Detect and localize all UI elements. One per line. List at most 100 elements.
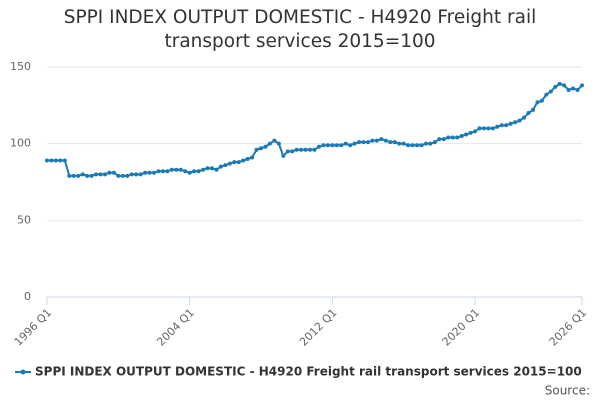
point xyxy=(98,172,103,177)
point xyxy=(138,172,143,177)
point xyxy=(325,143,330,148)
point xyxy=(272,138,277,143)
point xyxy=(232,160,237,165)
x-tick-label: 2004 Q1 xyxy=(154,306,197,349)
point xyxy=(330,143,335,148)
point xyxy=(446,135,451,140)
point xyxy=(504,123,509,128)
point xyxy=(406,143,411,148)
point xyxy=(388,140,393,145)
point xyxy=(169,167,174,172)
point xyxy=(530,107,535,112)
point xyxy=(263,144,268,149)
point xyxy=(80,172,85,177)
point xyxy=(85,173,90,178)
point xyxy=(67,173,72,178)
point xyxy=(53,158,58,163)
point xyxy=(312,147,317,152)
point xyxy=(352,141,357,146)
point xyxy=(383,138,388,143)
y-tick-label: 150 xyxy=(10,60,31,73)
point xyxy=(544,92,549,97)
point xyxy=(455,135,460,140)
point xyxy=(450,135,455,140)
source: Source: xyxy=(545,384,590,398)
point xyxy=(495,124,500,129)
point xyxy=(370,138,375,143)
point xyxy=(209,166,214,171)
point xyxy=(111,170,116,175)
point xyxy=(71,173,76,178)
point xyxy=(187,170,192,175)
point xyxy=(441,137,446,142)
point xyxy=(236,160,241,165)
point xyxy=(357,140,362,145)
point xyxy=(517,118,522,123)
point xyxy=(45,158,49,163)
point xyxy=(557,81,562,86)
point xyxy=(548,89,553,94)
point xyxy=(366,140,370,145)
point xyxy=(245,157,250,161)
point xyxy=(267,141,272,146)
point xyxy=(397,141,402,146)
point xyxy=(535,100,540,105)
point xyxy=(125,173,130,178)
point xyxy=(223,163,228,168)
point xyxy=(486,126,491,131)
point xyxy=(490,126,495,131)
point xyxy=(468,130,473,135)
point xyxy=(339,143,344,148)
point xyxy=(308,147,313,152)
point xyxy=(481,126,486,131)
point xyxy=(152,170,156,175)
point xyxy=(192,169,197,174)
point xyxy=(294,147,299,152)
point xyxy=(227,161,232,166)
x-tick-label: 2020 Q1 xyxy=(440,306,483,349)
point xyxy=(459,134,464,138)
point xyxy=(281,153,286,158)
point xyxy=(432,140,437,145)
point xyxy=(134,172,139,177)
point xyxy=(290,149,295,154)
point xyxy=(165,169,170,174)
point xyxy=(415,143,420,148)
point xyxy=(343,141,348,146)
point xyxy=(580,83,584,88)
point xyxy=(116,173,121,178)
point xyxy=(183,169,188,174)
point xyxy=(76,173,81,178)
point xyxy=(259,146,263,151)
point xyxy=(285,149,290,154)
point xyxy=(419,143,424,148)
point xyxy=(437,137,442,142)
point xyxy=(477,126,482,131)
point xyxy=(299,147,304,152)
point xyxy=(241,158,246,163)
point xyxy=(553,84,558,89)
point xyxy=(428,141,433,146)
x-tick-label: 2012 Q1 xyxy=(297,306,340,349)
point xyxy=(205,166,210,171)
point xyxy=(58,158,63,163)
point xyxy=(321,143,326,148)
point xyxy=(218,164,223,169)
point xyxy=(89,173,94,178)
point xyxy=(178,167,183,172)
y-tick-label: 100 xyxy=(10,137,31,150)
point xyxy=(120,173,125,178)
chart-title: SPPI INDEX OUTPUT DOMESTIC - H4920 Freig… xyxy=(63,7,537,52)
point xyxy=(566,88,571,92)
point xyxy=(303,147,308,152)
point xyxy=(571,86,576,91)
point xyxy=(513,120,518,125)
point xyxy=(522,115,527,120)
point xyxy=(575,88,580,92)
point xyxy=(174,167,179,172)
point xyxy=(214,167,219,172)
point xyxy=(499,123,504,128)
x-tick-label: 2026 Q1 xyxy=(547,306,590,349)
